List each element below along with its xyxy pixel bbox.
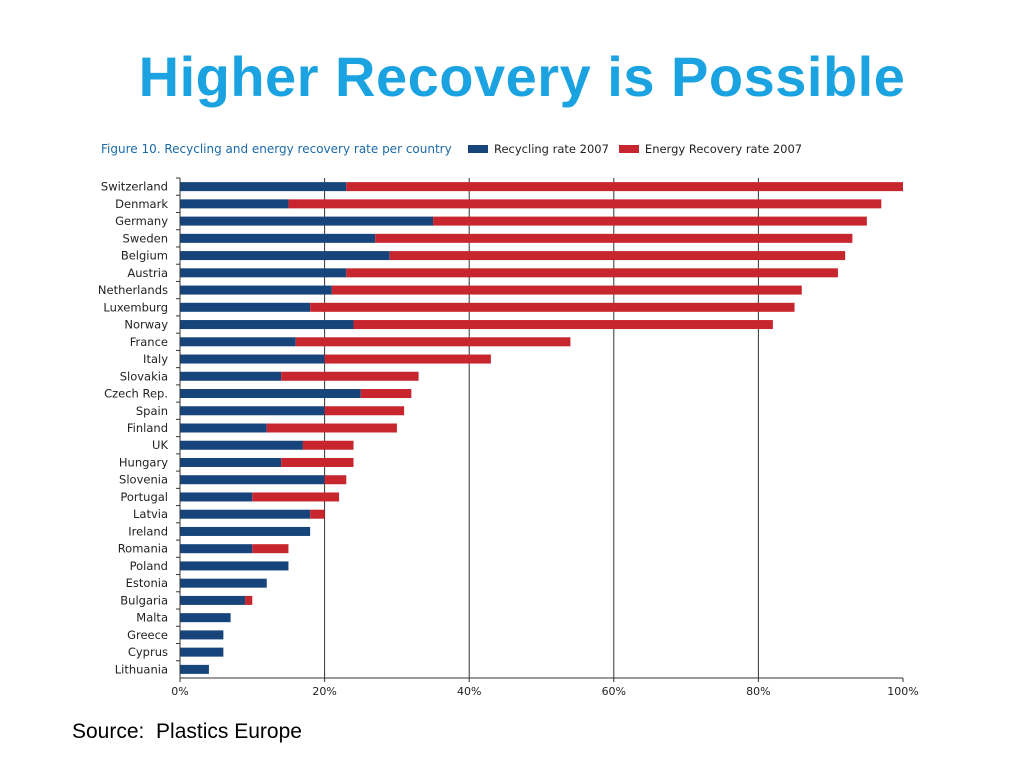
- category-label: Romania: [118, 542, 168, 556]
- category-label: Belgium: [121, 249, 168, 263]
- bar-energy-recovery: [266, 423, 397, 433]
- bar-energy-recovery: [389, 251, 846, 261]
- x-tick-label: 20%: [312, 685, 336, 698]
- x-tick-label: 0%: [171, 685, 188, 698]
- bar-energy-recovery: [252, 492, 340, 502]
- bar-energy-recovery: [324, 475, 347, 485]
- category-label: Finland: [127, 421, 168, 435]
- bar-recycling: [180, 578, 267, 588]
- category-label: Slovenia: [119, 473, 168, 487]
- bar-energy-recovery: [281, 371, 419, 381]
- bar-recycling: [180, 561, 289, 571]
- category-label: Slovakia: [120, 369, 168, 383]
- bar-energy-recovery: [252, 544, 289, 554]
- bar-energy-recovery: [324, 354, 491, 364]
- category-label: Netherlands: [98, 283, 168, 297]
- bar-recycling: [180, 457, 282, 467]
- legend-label-energy: Energy Recovery rate 2007: [644, 142, 803, 156]
- bar-recycling: [180, 595, 246, 605]
- bar-energy-recovery: [281, 457, 354, 467]
- bar-recycling: [180, 337, 296, 347]
- bar-recycling: [180, 268, 347, 278]
- category-label: Germany: [115, 214, 168, 228]
- source-note: Source: Plastics Europe: [72, 720, 302, 743]
- x-tick-label: 80%: [746, 685, 770, 698]
- bar-energy-recovery: [310, 302, 795, 312]
- category-label: Estonia: [126, 576, 168, 590]
- slide-title: Higher Recovery is Possible: [138, 45, 906, 108]
- bar-energy-recovery: [302, 440, 354, 450]
- category-label: Switzerland: [101, 180, 168, 194]
- bar-energy-recovery: [310, 509, 325, 519]
- bar-energy-recovery: [331, 285, 802, 295]
- legend-swatch-recycling: [468, 145, 488, 153]
- category-label: Malta: [136, 611, 168, 625]
- category-label: Luxemburg: [103, 300, 168, 314]
- bar-recycling: [180, 182, 347, 192]
- chart-legend: Recycling rate 2007 Energy Recovery rate…: [468, 142, 812, 156]
- category-label: UK: [152, 438, 168, 452]
- category-label: Ireland: [128, 524, 168, 538]
- category-label: Italy: [143, 352, 168, 366]
- category-label: Greece: [127, 628, 168, 642]
- x-tick-label: 60%: [602, 685, 626, 698]
- bar-recycling: [180, 526, 311, 536]
- x-tick-label: 40%: [457, 685, 481, 698]
- bar-energy-recovery: [353, 320, 773, 330]
- category-label: Cyprus: [128, 645, 168, 659]
- bar-energy-recovery: [288, 199, 882, 209]
- bar-recycling: [180, 371, 282, 381]
- category-label: Lithuania: [115, 662, 168, 676]
- category-label: Sweden: [123, 231, 168, 245]
- bar-energy-recovery: [375, 233, 853, 243]
- category-label: Norway: [124, 318, 168, 332]
- bar-recycling: [180, 199, 289, 209]
- figure-caption: Figure 10. Recycling and energy recovery…: [101, 142, 452, 156]
- bar-recycling: [180, 389, 361, 399]
- bar-recycling: [180, 475, 325, 485]
- bar-recycling: [180, 233, 376, 243]
- bar-recycling: [180, 406, 325, 416]
- legend-item-recycling: Recycling rate 2007: [468, 142, 609, 156]
- category-label: Denmark: [115, 197, 168, 211]
- bar-energy-recovery: [433, 216, 867, 226]
- legend-label-recycling: Recycling rate 2007: [494, 142, 609, 156]
- bar-recycling: [180, 423, 267, 433]
- bar-recycling: [180, 320, 354, 330]
- bar-recycling: [180, 613, 231, 623]
- category-label: Spain: [136, 404, 168, 418]
- category-label: Latvia: [133, 507, 168, 521]
- bar-recycling: [180, 664, 209, 674]
- bar-recycling: [180, 251, 390, 261]
- category-label: Austria: [127, 266, 168, 280]
- bar-recycling: [180, 544, 253, 554]
- bar-energy-recovery: [346, 268, 838, 278]
- bar-recycling: [180, 302, 311, 312]
- category-label: Czech Rep.: [104, 387, 168, 401]
- bar-energy-recovery: [295, 337, 571, 347]
- bar-recycling: [180, 630, 224, 640]
- bar-recycling: [180, 492, 253, 502]
- bar-recycling: [180, 285, 332, 295]
- bar-energy-recovery: [360, 389, 412, 399]
- bar-recycling: [180, 216, 434, 226]
- category-label: Bulgaria: [120, 593, 168, 607]
- legend-swatch-energy: [618, 145, 639, 153]
- x-tick-label: 100%: [887, 685, 918, 698]
- bar-energy-recovery: [245, 595, 253, 605]
- bar-energy-recovery: [346, 182, 903, 192]
- legend-item-energy: Energy Recovery rate 2007: [618, 142, 803, 156]
- bar-energy-recovery: [324, 406, 405, 416]
- bar-recycling: [180, 354, 325, 364]
- bar-recycling: [180, 509, 311, 519]
- bar-recycling: [180, 440, 303, 450]
- category-label: Portugal: [120, 490, 168, 504]
- category-label: Hungary: [119, 455, 168, 469]
- bar-recycling: [180, 647, 224, 657]
- category-label: France: [130, 335, 168, 349]
- category-label: Poland: [130, 559, 168, 573]
